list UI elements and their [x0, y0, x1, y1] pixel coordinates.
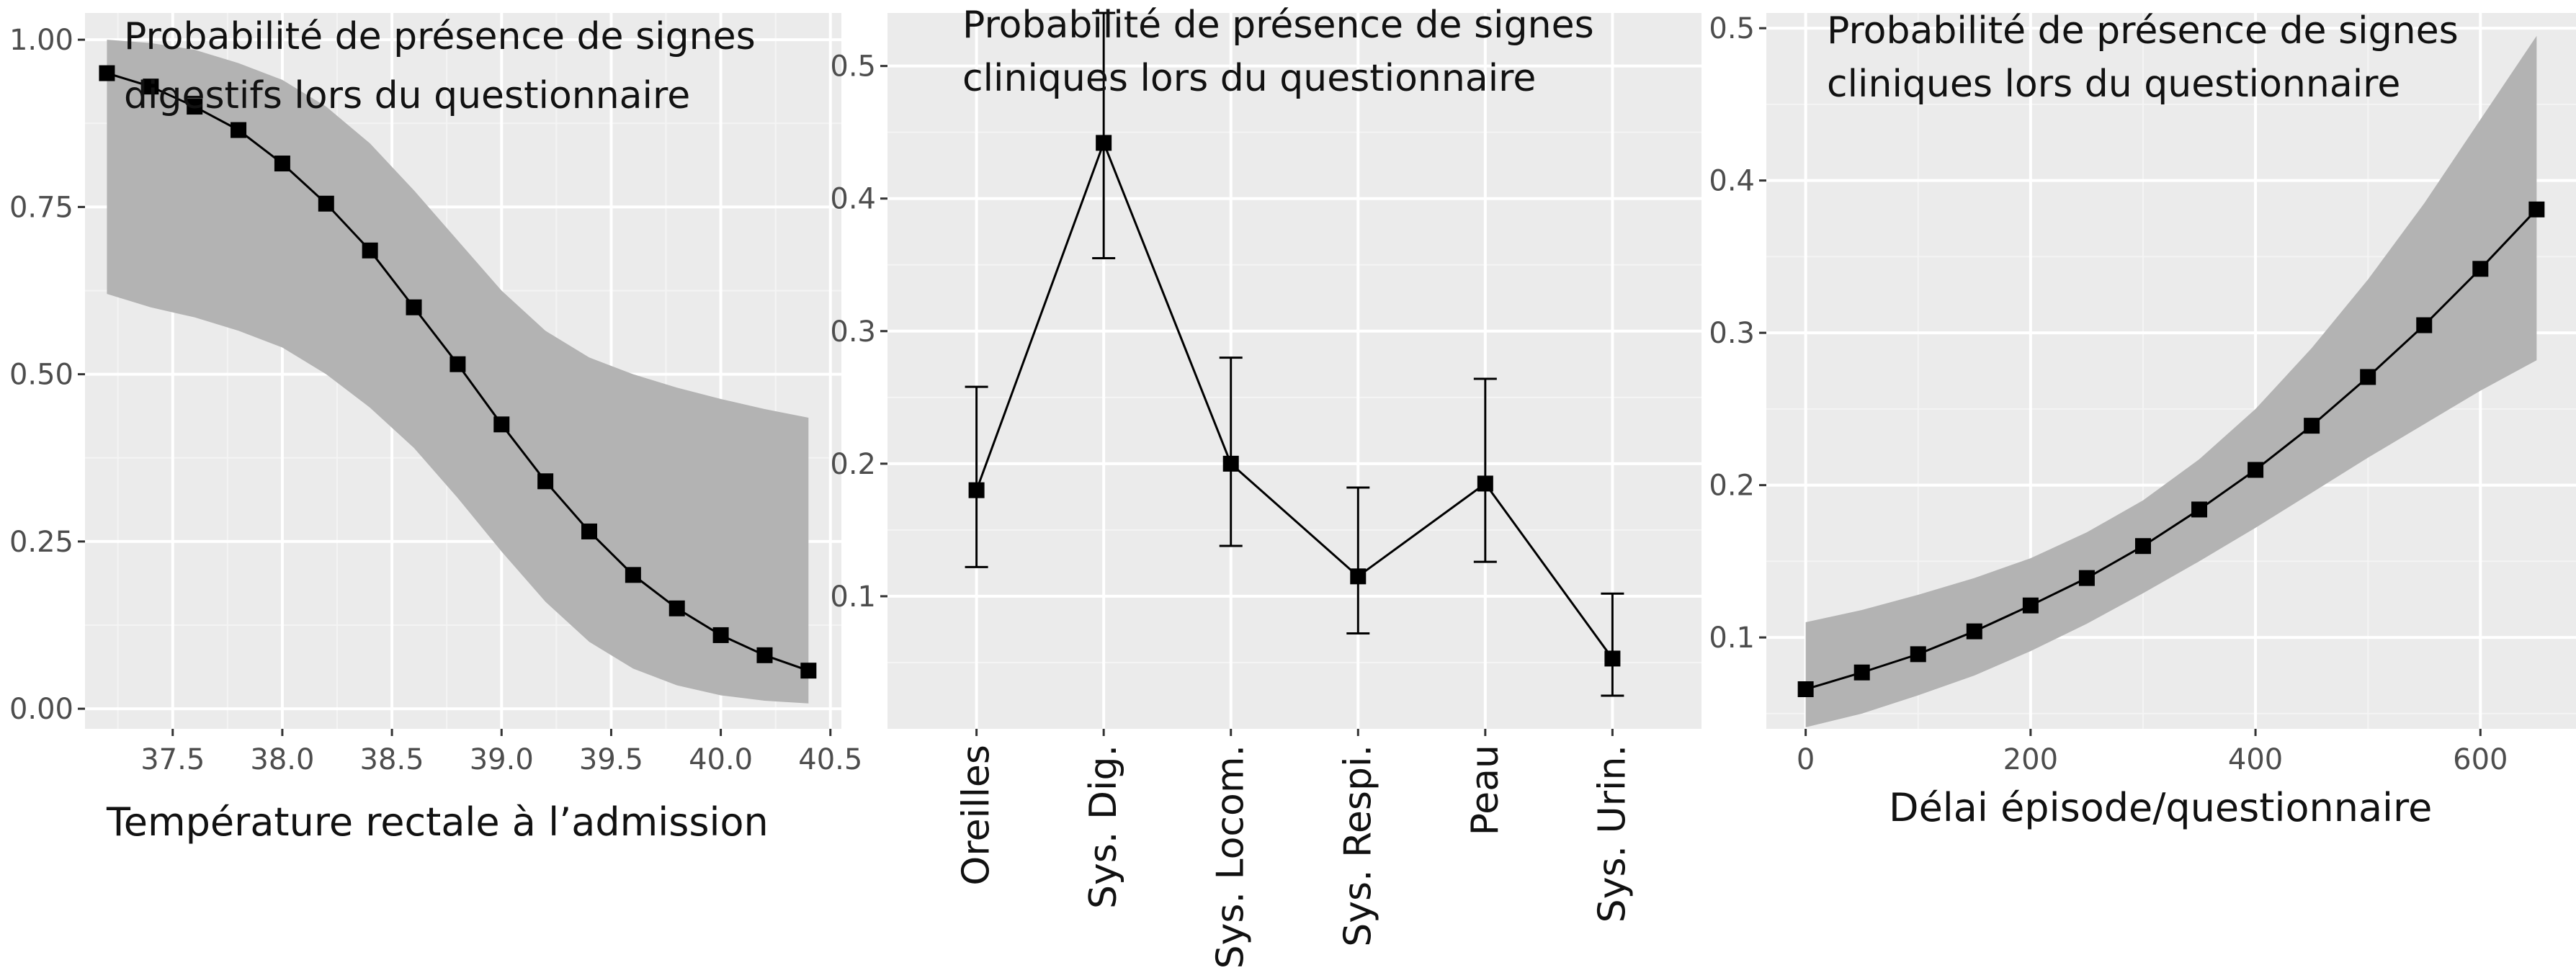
- x-axis-label: Température rectale à l’admission: [106, 799, 769, 845]
- y-tick-label: 0.5: [830, 50, 876, 84]
- y-tick-label: 0.00: [9, 693, 73, 726]
- chart-annotation-line-1: Probabilité de présence de signes: [124, 15, 756, 58]
- data-point: [493, 416, 510, 433]
- y-tick-label: 0.2: [830, 448, 876, 481]
- data-point: [2022, 597, 2039, 614]
- data-point: [99, 65, 115, 81]
- data-point: [712, 627, 729, 643]
- data-point: [1222, 455, 1239, 472]
- data-point: [143, 78, 159, 95]
- data-point: [2134, 538, 2151, 555]
- x-tick-label: 200: [2003, 743, 2058, 776]
- data-point: [2360, 369, 2376, 385]
- data-point: [1604, 650, 1621, 667]
- data-point: [1910, 646, 1926, 663]
- data-point: [1350, 568, 1367, 585]
- x-tick-label: 40.0: [689, 743, 753, 776]
- x-category-label: Sys. Locom.: [1209, 745, 1253, 969]
- x-category-label: Sys. Respi.: [1336, 745, 1379, 947]
- x-tick-label: 600: [2453, 743, 2508, 776]
- y-tick-label: 0.1: [830, 580, 876, 614]
- x-tick-label: 38.0: [250, 743, 314, 776]
- data-point: [2416, 317, 2433, 333]
- data-point: [2078, 570, 2095, 586]
- plot-background: [887, 13, 1701, 729]
- series-line: [1805, 208, 2538, 691]
- y-tick-label: 0.25: [9, 526, 73, 559]
- x-category-label: Oreilles: [955, 745, 998, 886]
- x-category-label: Peau: [1464, 745, 1507, 835]
- x-category-label: Sys. Urin.: [1591, 745, 1634, 923]
- data-point: [2191, 501, 2208, 518]
- y-tick-label: 0.5: [1709, 12, 1755, 45]
- x-tick-label: 39.5: [579, 743, 643, 776]
- chart-annotation-line-2: cliniques lors du questionnaire: [1827, 63, 2400, 106]
- y-tick-label: 0.3: [830, 315, 876, 349]
- x-tick-label: 38.5: [360, 743, 424, 776]
- data-point: [625, 567, 641, 583]
- chart-annotation-line-2: cliniques lors du questionnaire: [962, 57, 1536, 100]
- data-point: [362, 242, 378, 259]
- data-point: [668, 600, 685, 616]
- confidence-band: [1805, 35, 2537, 727]
- data-point: [537, 473, 554, 490]
- data-point: [2472, 261, 2489, 277]
- y-tick-label: 1.00: [9, 24, 73, 57]
- y-tick-label: 0.2: [1709, 470, 1755, 503]
- y-tick-label: 0.1: [1709, 622, 1755, 655]
- chart-annotation-line-2: digestifs lors du questionnaire: [124, 74, 690, 117]
- data-point: [406, 299, 422, 315]
- data-point: [274, 156, 290, 172]
- data-point: [756, 647, 773, 663]
- x-category-label: Sys. Dig.: [1082, 745, 1125, 909]
- data-point: [2304, 418, 2320, 434]
- x-tick-label: 400: [2228, 743, 2283, 776]
- series-line: [975, 140, 1614, 660]
- x-tick-label: 40.5: [798, 743, 862, 776]
- data-point: [2248, 462, 2264, 478]
- x-tick-label: 39.0: [470, 743, 534, 776]
- y-tick-label: 0.4: [830, 183, 876, 216]
- data-point: [1797, 681, 1814, 698]
- data-point: [187, 99, 203, 115]
- data-point: [800, 663, 817, 679]
- x-tick-label: 0: [1797, 743, 1815, 776]
- data-point: [1853, 664, 1870, 681]
- data-point: [231, 122, 247, 138]
- chart-annotation-line-1: Probabilité de présence de signes: [962, 4, 1594, 47]
- data-point: [2528, 201, 2545, 217]
- x-tick-label: 37.5: [140, 743, 205, 776]
- data-point: [1477, 475, 1493, 492]
- data-point: [450, 356, 466, 372]
- data-point: [318, 195, 334, 212]
- data-point: [1096, 135, 1112, 151]
- data-point: [968, 482, 985, 498]
- x-axis-label: Délai épisode/questionnaire: [1889, 785, 2432, 830]
- data-point: [1966, 623, 1982, 640]
- y-tick-label: 0.3: [1709, 317, 1755, 350]
- y-tick-label: 0.75: [9, 191, 73, 224]
- chart-annotation-line-1: Probabilité de présence de signes: [1827, 9, 2459, 53]
- data-point: [581, 523, 597, 539]
- y-tick-label: 0.4: [1709, 165, 1755, 198]
- y-tick-label: 0.50: [9, 359, 73, 392]
